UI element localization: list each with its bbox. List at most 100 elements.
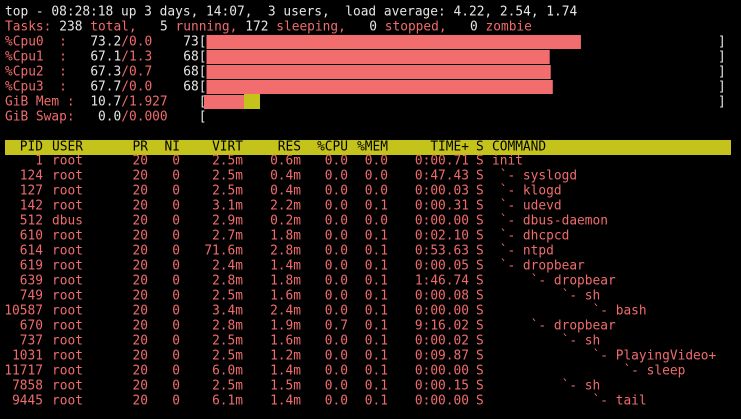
tasks-total: 238 [59,20,82,35]
swap-used: 0.0 [98,110,121,125]
tasks-zombie: 0 [470,20,478,35]
cell-ni: 0 [172,304,180,319]
cell-virt: 2.5m [212,334,243,349]
cell-cpu: 0.0 [325,379,348,394]
cpu-user: 67.7 [90,80,121,95]
cpu-total: 73 [183,35,198,50]
cell-command: `- sh [492,379,600,394]
mem-total: /1.927 [121,95,167,110]
cell-user: root [52,229,83,244]
cell-time: 0:09.87 [415,349,469,364]
cell-state: S [476,214,484,229]
cell-pid: 7858 [12,379,43,394]
cell-ni: 0 [172,364,180,379]
cell-pr: 20 [133,334,148,349]
cell-res: 1.4m [270,364,301,379]
cell-cpu: 0.0 [325,274,348,289]
column-header: TIME+ [430,140,469,155]
cell-command: init [492,154,523,169]
cell-command: `- dropbear [492,274,616,289]
cell-time: 0:00.02 [415,334,469,349]
cell-time: 0:00.31 [415,199,469,214]
cell-time: 0:00.05 [415,259,469,274]
tasks-running-label: running, [176,20,238,35]
cell-state: S [476,364,484,379]
cell-ni: 0 [172,274,180,289]
cell-user: root [52,319,83,334]
cell-res: 1.6m [270,289,301,304]
cpu-total: 68 [183,80,198,95]
cell-user: dbus [52,214,83,229]
cell-user: root [52,349,83,364]
cell-pr: 20 [133,214,148,229]
cpu-total: 68 [183,50,198,65]
cell-pid: 124 [20,169,43,184]
cell-virt: 3.4m [212,304,243,319]
cell-pid: 670 [20,319,43,334]
cpu-user: 67.1 [90,50,121,65]
cell-pr: 20 [133,154,148,169]
cpu-user: 73.2 [90,35,121,50]
cell-mem: 0.1 [365,199,388,214]
swap-label: GiB Swap: [5,110,75,125]
cell-state: S [476,154,484,169]
cell-mem: 0.1 [365,349,388,364]
cell-state: S [476,274,484,289]
column-header: %CPU [317,140,348,155]
cell-cpu: 0.0 [325,259,348,274]
cell-time: 0:00.00 [415,304,469,319]
cell-mem: 0.1 [365,319,388,334]
cell-cpu: 0.0 [325,394,348,409]
tasks-sleeping-label: sleeping, [276,20,346,35]
cell-cpu: 0.0 [325,229,348,244]
cell-virt: 2.9m [212,214,243,229]
cell-pid: 737 [20,334,43,349]
cell-state: S [476,349,484,364]
cell-state: S [476,319,484,334]
cell-user: root [52,304,83,319]
column-header: COMMAND [492,140,546,155]
cell-state: S [476,394,484,409]
cpu-sys: /0.0 [121,80,152,95]
cell-pr: 20 [133,184,148,199]
cell-ni: 0 [172,154,180,169]
cell-command: `- sh [492,334,600,349]
tasks-stopped: 0 [369,20,377,35]
cell-cpu: 0.0 [325,169,348,184]
cell-command: `- dbus-daemon [492,214,608,229]
cell-res: 0.2m [270,214,301,229]
cell-res: 0.6m [270,154,301,169]
cell-cpu: 0.0 [325,289,348,304]
cell-pr: 20 [133,349,148,364]
cell-res: 1.8m [270,274,301,289]
cell-pr: 20 [133,304,148,319]
cell-pr: 20 [133,229,148,244]
cell-pr: 20 [133,259,148,274]
cell-time: 9:16.02 [415,319,469,334]
cell-pid: 1 [35,154,43,169]
cell-state: S [476,259,484,274]
cpu-total: 68 [183,65,198,80]
cell-command: `- dropbear [492,319,616,334]
cell-user: root [52,289,83,304]
cell-command: `- udevd [492,199,562,214]
cell-pid: 610 [20,229,43,244]
cell-virt: 2.7m [212,229,243,244]
cell-ni: 0 [172,289,180,304]
cell-command: `- sh [492,289,600,304]
cell-ni: 0 [172,214,180,229]
cell-pid: 749 [20,289,43,304]
cell-state: S [476,244,484,259]
cell-virt: 6.1m [212,394,243,409]
cell-time: 1:46.74 [415,274,469,289]
cell-res: 1.2m [270,349,301,364]
cell-time: 0:00.15 [415,379,469,394]
cpu-bar [206,50,550,64]
cell-pid: 11717 [4,364,43,379]
cell-ni: 0 [172,319,180,334]
header-band [5,140,731,155]
column-header: PR [133,140,149,155]
cell-res: 1.4m [270,394,301,409]
